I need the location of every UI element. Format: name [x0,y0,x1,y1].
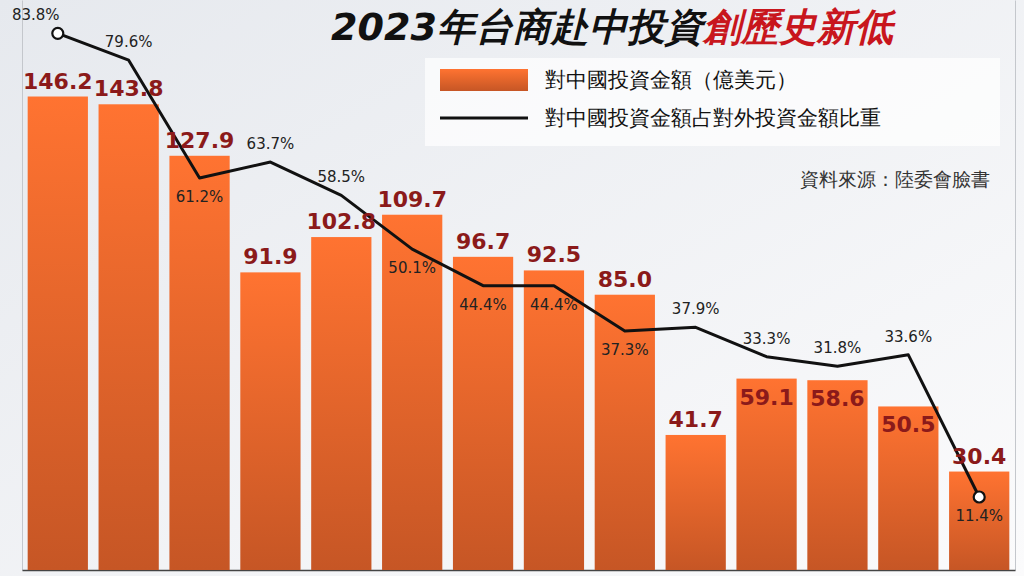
bar [878,406,938,570]
line-label: 83.8% [12,6,60,24]
line-label: 31.8% [814,339,862,357]
title-part: 2023年台商赴中投資 [331,5,707,49]
line-label: 79.6% [105,33,153,51]
bar [595,295,655,570]
legend-box [425,58,1000,146]
axis-line [1015,1,1016,571]
bar-label: 50.5 [881,412,935,437]
legend-swatch [440,117,528,120]
bar-label: 58.6 [810,386,864,411]
chart-svg: 146.2143.8 127.9 91.9 102.8109.7 96.7 92.5 85.… [0,0,1024,576]
title: 2023年台商赴中投資創歷史新低 [331,5,897,49]
bar-label: 92.5 [527,242,581,267]
bar-label: 102.8 [307,209,377,234]
bar [666,435,726,570]
legend-swatch [440,69,528,91]
background [0,0,1024,576]
bar-label: 91.9 [243,244,297,269]
bar [736,379,796,570]
bar [807,380,867,570]
bar-label: 96.7 [456,229,510,254]
bar [382,215,442,570]
y2-axis [1015,1,1016,571]
bar [169,156,229,570]
bar [311,237,371,570]
line-label: 63.7% [247,135,295,153]
legend-label: 對中國投資金額占對外投資金額比重 [545,106,881,130]
bar-label: 59.1 [739,385,793,410]
line-label: 58.5% [317,168,365,186]
bar-label: 127.9 [165,128,235,153]
bar-label: 85.0 [598,267,652,292]
line-label: 50.1% [388,259,436,277]
bar-label: 146.2 [23,69,93,94]
title-part: 創歷史新低 [701,5,897,49]
line-label: 11.4% [955,507,1003,525]
bar-label: 30.4 [952,444,1006,469]
data-labels: 146.2143.8 127.9 91.9 102.8109.7 96.7 92.5 85.… [12,6,1006,525]
bar [524,270,584,570]
bar [453,257,513,570]
bar [28,97,88,570]
line-label: 61.2% [176,188,224,206]
bar-label: 143.8 [94,76,164,101]
line-label: 33.6% [885,328,933,346]
annotation: 資料來源：陸委會臉書 [800,168,990,190]
line-label: 44.4% [530,296,578,314]
legend-label: 對中國投資金額（億美元） [545,68,797,92]
bar [949,472,1009,570]
line-label: 33.3% [743,330,791,348]
line-endpoint [974,491,985,502]
line-label: 37.9% [672,300,720,318]
legend: 對中國投資金額（億美元） 對中國投資金額占對外投資金額比重 [425,58,1000,146]
chart-container: 146.2143.8 127.9 91.9 102.8109.7 96.7 92.5 85.… [0,0,1024,576]
line-label: 44.4% [459,296,507,314]
bar-label: 109.7 [377,187,447,212]
line-label: 37.3% [601,341,649,359]
bar [240,272,300,570]
plot-marks [28,28,1010,570]
bar [99,104,159,570]
bar-label: 41.7 [669,407,723,432]
line-endpoint [52,28,63,39]
